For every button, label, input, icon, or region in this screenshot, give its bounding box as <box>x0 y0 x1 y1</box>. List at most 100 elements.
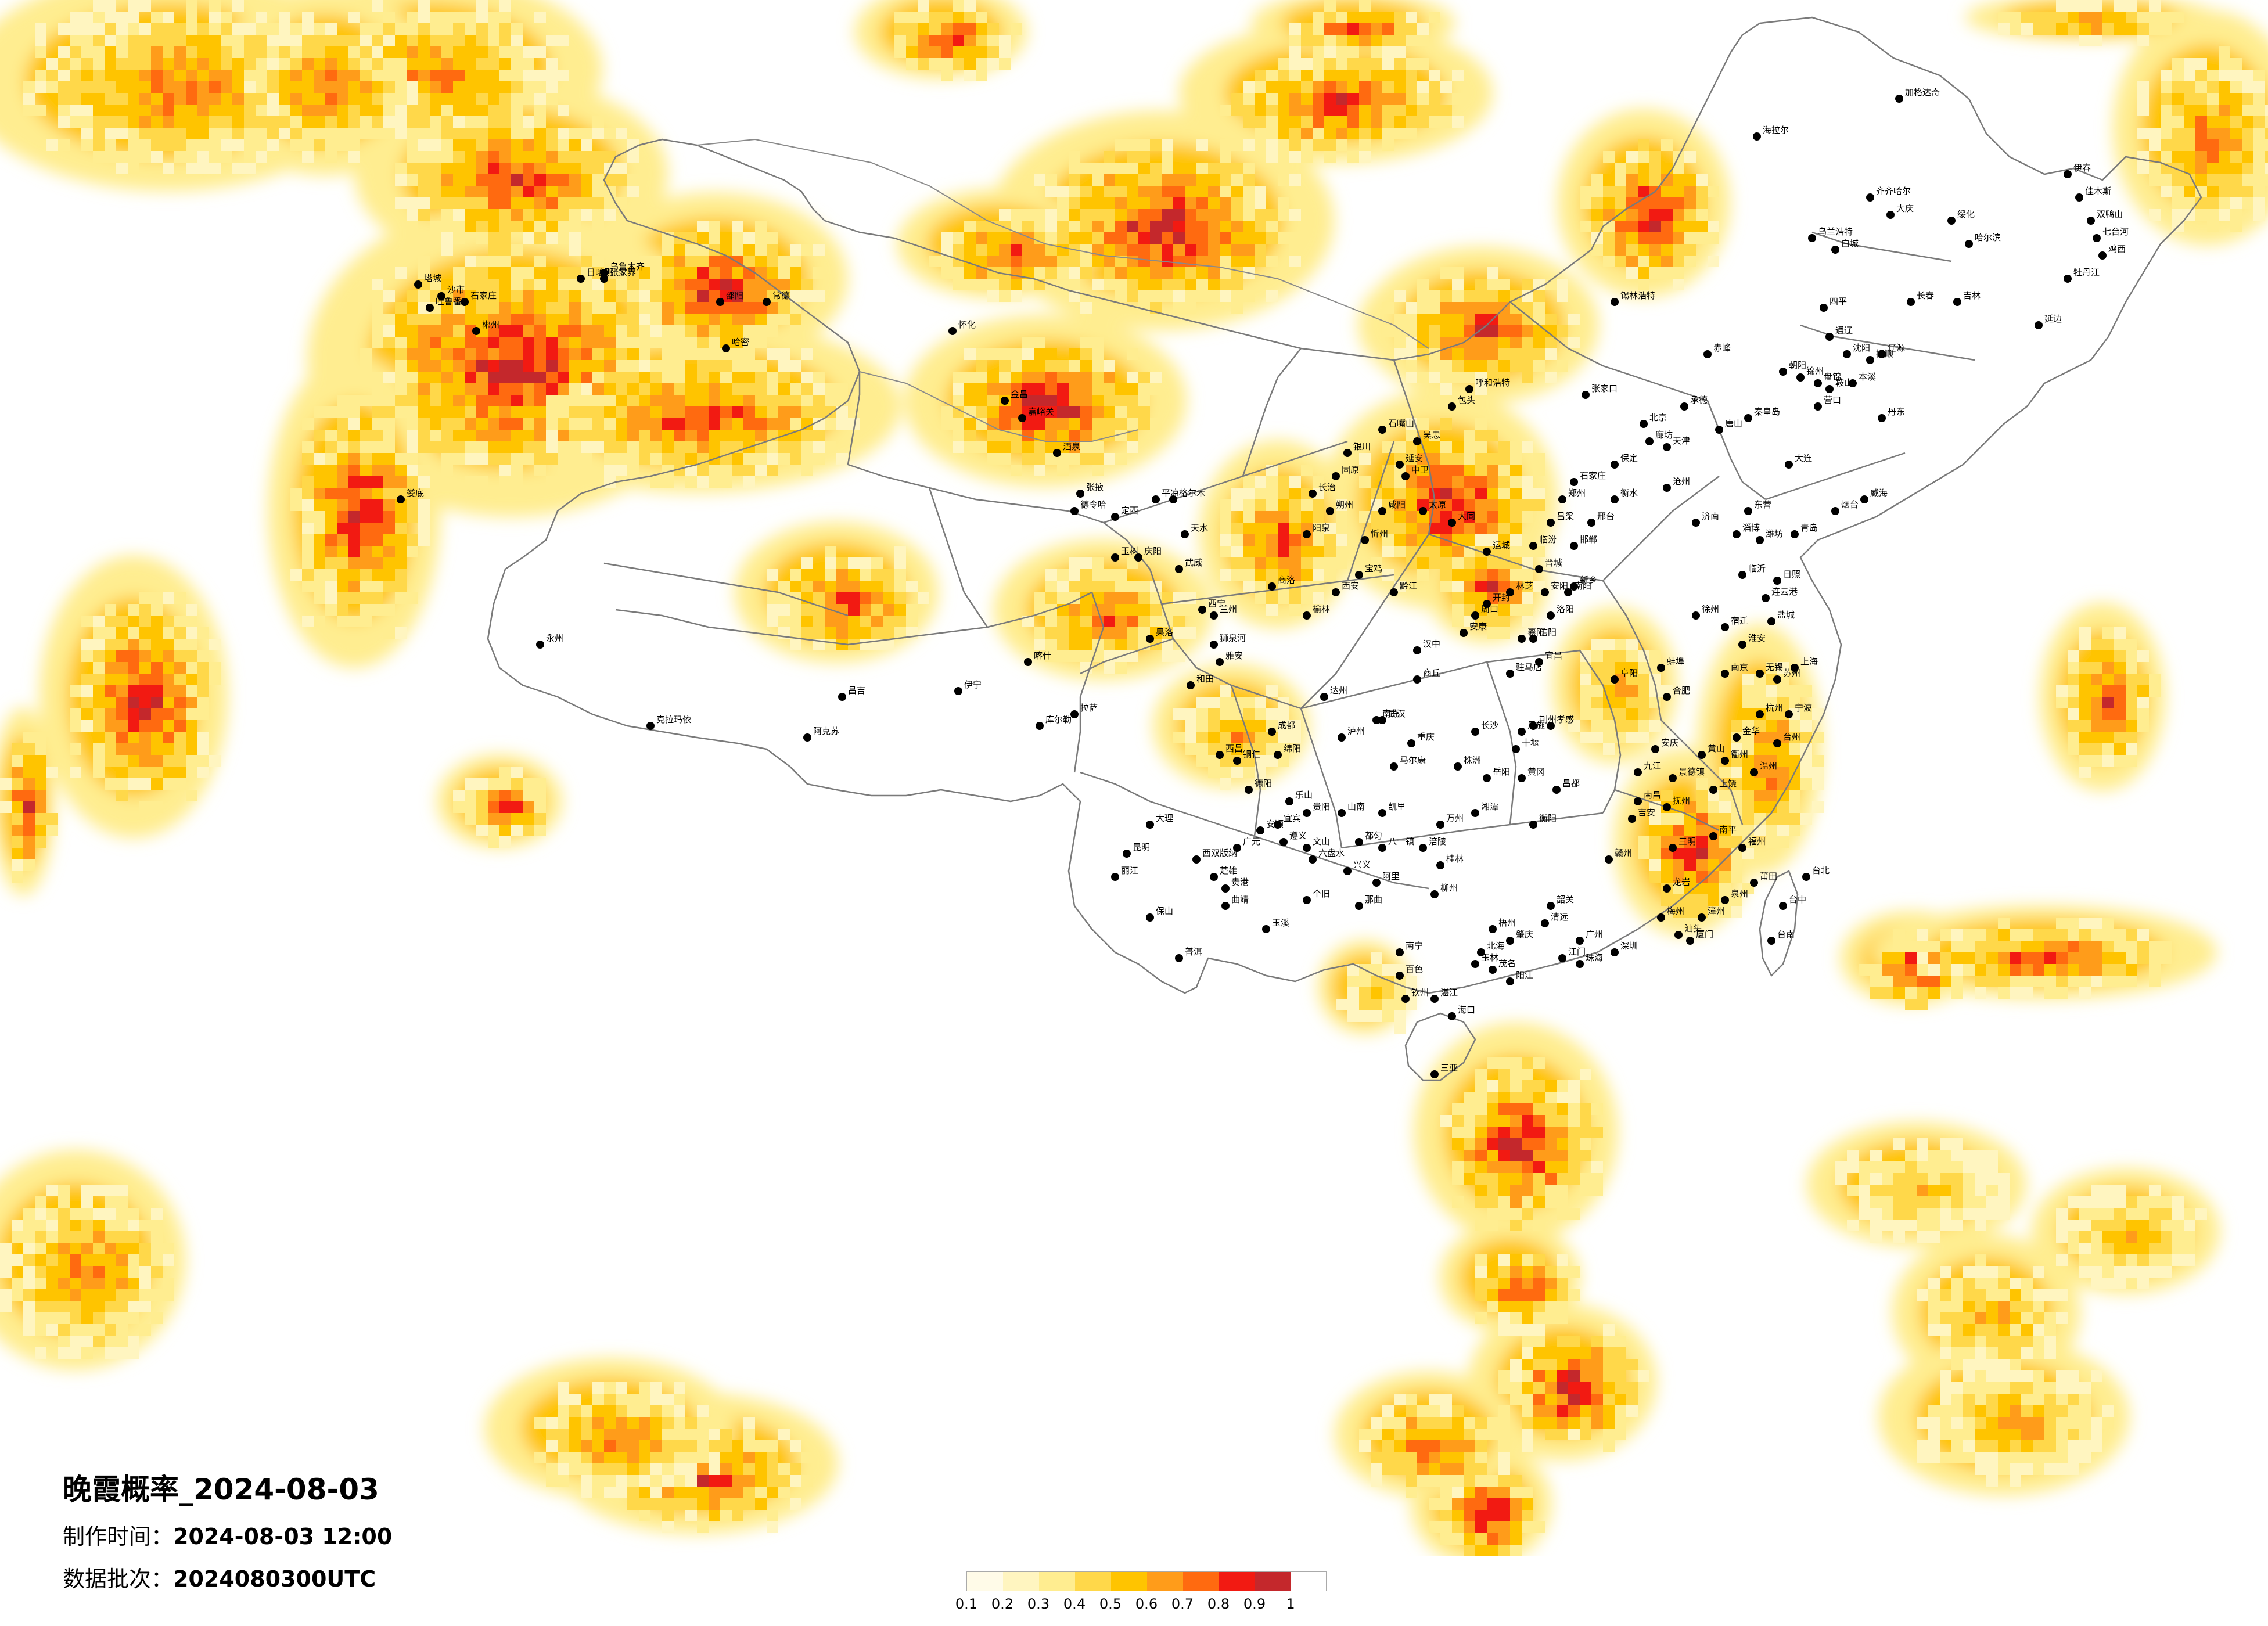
probability-cell <box>1394 128 1406 139</box>
probability-cell <box>1138 244 1150 256</box>
probability-cell <box>441 372 453 383</box>
probability-cell <box>1696 859 1708 871</box>
probability-cell <box>743 337 755 348</box>
probability-cell <box>499 244 511 256</box>
probability-cell <box>1452 1196 1464 1208</box>
probability-cell <box>604 383 616 395</box>
probability-cell <box>720 430 732 441</box>
probability-cell <box>1243 81 1255 93</box>
probability-cell <box>1882 1196 1893 1208</box>
probability-cell <box>1464 465 1475 476</box>
probability-cell <box>1568 1359 1580 1370</box>
probability-cell <box>1533 1161 1545 1173</box>
probability-cell <box>1127 209 1138 221</box>
probability-cell <box>1475 499 1487 511</box>
probability-cell <box>569 348 581 360</box>
probability-cell <box>604 465 616 476</box>
probability-cell <box>1255 488 1266 499</box>
probability-cell <box>1289 511 1301 523</box>
probability-cell <box>151 1243 163 1254</box>
probability-cell <box>755 430 767 441</box>
probability-cell <box>2161 941 2172 952</box>
probability-cell <box>639 430 650 441</box>
probability-cell <box>1080 360 1092 372</box>
probability-cell <box>499 70 511 81</box>
probability-cell <box>1394 70 1406 81</box>
probability-cell <box>174 139 186 151</box>
probability-cell <box>639 383 650 395</box>
probability-cell <box>337 453 348 465</box>
probability-cell <box>1696 174 1708 186</box>
probability-cell <box>523 325 534 337</box>
probability-cell <box>1452 279 1464 290</box>
probability-cell <box>128 116 139 128</box>
probability-cell <box>1127 244 1138 256</box>
probability-cell <box>1475 1103 1487 1115</box>
probability-cell <box>1498 314 1510 325</box>
probability-cell <box>407 139 418 151</box>
probability-cell <box>174 755 186 767</box>
probability-cell <box>1150 139 1162 151</box>
probability-cell <box>453 801 465 813</box>
probability-cell <box>465 58 476 70</box>
probability-cell <box>569 476 581 488</box>
probability-cell <box>1475 1161 1487 1173</box>
probability-cell <box>1464 430 1475 441</box>
probability-cell <box>1092 348 1104 360</box>
probability-cell <box>2056 1220 2068 1231</box>
probability-cell <box>395 465 407 476</box>
probability-cell <box>1255 732 1266 743</box>
probability-cell <box>2172 1220 2184 1231</box>
probability-cell <box>1696 778 1708 790</box>
probability-cell <box>348 581 360 592</box>
probability-cell <box>2126 929 2137 941</box>
probability-cell <box>2253 70 2265 81</box>
probability-cell <box>407 465 418 476</box>
probability-cell <box>232 163 244 174</box>
probability-cell <box>70 35 81 46</box>
probability-cell <box>139 46 151 58</box>
probability-cell <box>1742 720 1754 732</box>
probability-cell <box>1917 1220 1928 1231</box>
probability-cell <box>407 58 418 70</box>
probability-cell <box>2219 116 2230 128</box>
probability-cell <box>209 105 221 116</box>
probability-cell <box>476 128 488 139</box>
probability-cell <box>1115 232 1127 244</box>
probability-cell <box>1661 825 1673 836</box>
probability-cell <box>139 778 151 790</box>
probability-cell <box>1464 1150 1475 1161</box>
probability-cell <box>151 116 163 128</box>
probability-cell <box>1557 1266 1568 1278</box>
probability-cell <box>302 511 314 523</box>
probability-cell <box>581 418 592 430</box>
probability-cell <box>1243 569 1255 581</box>
probability-cell <box>953 441 964 453</box>
probability-cell <box>1557 1196 1568 1208</box>
probability-cell <box>546 279 558 290</box>
probability-cell <box>1940 1220 1951 1231</box>
probability-cell <box>2021 929 2033 941</box>
probability-cell <box>604 209 616 221</box>
probability-cell <box>116 128 128 139</box>
probability-cell <box>976 372 987 383</box>
probability-cell <box>1092 557 1104 569</box>
probability-cell <box>1963 1266 1975 1278</box>
probability-cell <box>534 813 546 825</box>
probability-cell <box>1464 592 1475 604</box>
probability-cell <box>2021 1278 2033 1289</box>
probability-cell <box>1870 1185 1882 1196</box>
probability-cell <box>1649 267 1661 279</box>
probability-cell <box>1104 256 1115 267</box>
probability-cell <box>139 592 151 604</box>
probability-cell <box>1522 1440 1533 1452</box>
probability-cell <box>1080 406 1092 418</box>
probability-cell <box>2010 929 2021 941</box>
probability-cell <box>1196 290 1208 302</box>
probability-cell <box>662 383 674 395</box>
probability-cell <box>639 395 650 406</box>
probability-cell <box>139 93 151 105</box>
probability-cell <box>511 279 523 290</box>
probability-cell <box>1115 221 1127 232</box>
probability-cell <box>1777 767 1789 778</box>
